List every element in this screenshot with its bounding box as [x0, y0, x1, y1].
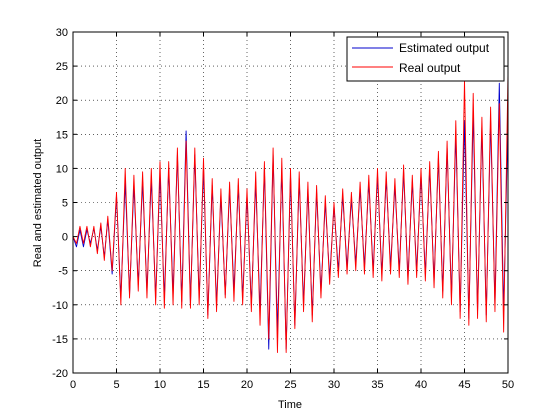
y-tick-label: -5 [58, 266, 68, 278]
x-axis-label: Time [278, 399, 302, 411]
x-tick-label: 30 [328, 379, 340, 391]
y-tick-label: -15 [52, 334, 68, 346]
series-layer [72, 72, 509, 353]
y-tick-label: 10 [56, 163, 68, 175]
y-tick-label: 20 [56, 95, 68, 107]
y-tick-label: -20 [52, 368, 68, 380]
x-tick-label: 50 [502, 379, 514, 391]
y-tick-label: 30 [56, 27, 68, 39]
plot-area [73, 32, 508, 373]
x-tick-label: 20 [241, 379, 253, 391]
legend-label-estimated: Estimated output [399, 41, 490, 55]
y-tick-label: 0 [62, 232, 68, 244]
x-tick-label: 5 [113, 379, 119, 391]
x-tick-label: 25 [284, 379, 296, 391]
y-tick-label: 25 [56, 61, 68, 73]
x-tick-label: 10 [154, 379, 166, 391]
x-tick-label: 35 [371, 379, 383, 391]
x-tick-label: 0 [70, 379, 76, 391]
y-tick-label: 15 [56, 129, 68, 141]
x-tick-label: 40 [415, 379, 427, 391]
axis-ticks: 0 5 10 15 20 25 30 35 40 45 50 -20 -15 -10 -5 0 5 10 15 20 2… [52, 27, 514, 391]
y-tick-label: 5 [62, 198, 68, 210]
series-real-output [72, 72, 509, 353]
x-tick-label: 45 [458, 379, 470, 391]
y-tick-label: -10 [52, 300, 68, 312]
x-tick-label: 15 [197, 379, 209, 391]
legend-label-real: Real output [399, 61, 461, 75]
y-axis-label: Real and estimated output [32, 139, 44, 267]
legend: Estimated output Real output [346, 36, 505, 82]
legend-box [346, 36, 505, 82]
